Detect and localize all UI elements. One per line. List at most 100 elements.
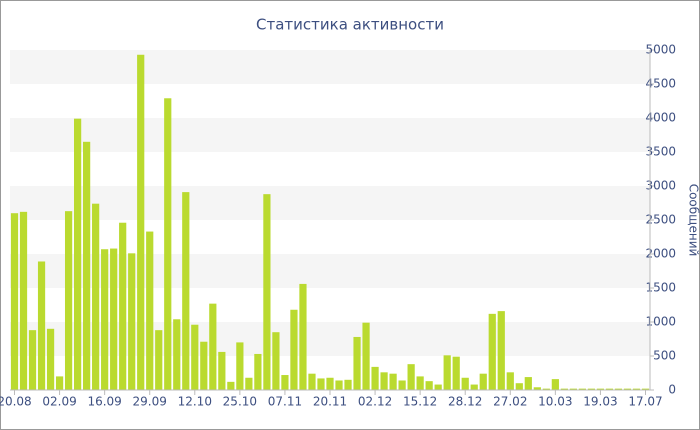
- bar: [416, 376, 424, 390]
- x-tick-label: 02.09: [42, 395, 76, 409]
- bar: [236, 342, 244, 390]
- bar: [317, 378, 325, 390]
- x-tick-label: 20.08: [0, 395, 32, 409]
- bar: [497, 311, 505, 390]
- bar: [479, 373, 487, 390]
- bar: [569, 388, 577, 390]
- y-axis-label: Сообщений: [687, 184, 700, 257]
- bar: [209, 303, 217, 390]
- bar: [524, 377, 532, 390]
- x-tick-label: 16.09: [87, 395, 121, 409]
- x-tick-label: 29.09: [133, 395, 167, 409]
- x-tick-label: 15.12: [403, 395, 437, 409]
- bar: [389, 373, 397, 390]
- bar: [560, 388, 568, 390]
- bar: [290, 309, 298, 390]
- bar: [515, 383, 523, 390]
- x-tick-label: 02.12: [358, 395, 392, 409]
- bar: [227, 381, 235, 390]
- bar: [470, 384, 478, 390]
- chart-title: Статистика активности: [256, 16, 444, 34]
- bar: [92, 203, 100, 390]
- bar: [164, 98, 172, 390]
- bar: [74, 118, 82, 391]
- x-tick-label: 20.11: [313, 395, 347, 409]
- bar: [605, 388, 614, 390]
- x-tick-label: 12.10: [178, 395, 212, 409]
- bar: [155, 330, 163, 390]
- bar: [64, 211, 73, 390]
- bar: [272, 332, 280, 390]
- grid-band: [10, 50, 650, 84]
- bar: [128, 253, 136, 390]
- bar: [55, 376, 64, 390]
- bar: [281, 375, 289, 390]
- bar: [173, 319, 181, 390]
- bar: [19, 211, 28, 390]
- bar: [632, 388, 641, 390]
- y-tick-label: 4500: [645, 77, 676, 91]
- x-tick-label: 10.03: [538, 395, 572, 409]
- bar: [506, 372, 514, 390]
- bar: [452, 356, 460, 390]
- bar: [425, 381, 433, 390]
- bar: [461, 377, 469, 390]
- x-tick-label: 25.10: [223, 395, 257, 409]
- y-tick-label: 3500: [645, 145, 676, 159]
- bar: [28, 330, 37, 390]
- bar: [434, 384, 442, 390]
- bar: [587, 388, 596, 390]
- y-tick-label: 3000: [645, 179, 676, 193]
- bar: [146, 231, 154, 390]
- bar: [533, 387, 541, 390]
- bar: [623, 388, 632, 390]
- bar: [326, 377, 334, 390]
- bar: [46, 328, 55, 390]
- bar: [596, 388, 605, 390]
- bar: [119, 222, 127, 390]
- bar: [191, 324, 199, 390]
- y-tick-label: 2000: [645, 247, 676, 261]
- bar: [83, 141, 91, 390]
- bar: [101, 249, 109, 390]
- bar: [551, 379, 559, 390]
- bar: [542, 388, 550, 390]
- y-tick-label: 2500: [645, 213, 676, 227]
- bar: [37, 261, 46, 390]
- bar: [614, 388, 623, 390]
- bar: [110, 248, 118, 390]
- bar: [344, 379, 352, 390]
- x-tick-label: 19.03: [583, 395, 617, 409]
- x-tick-label: 27.02: [493, 395, 527, 409]
- y-tick-label: 4000: [645, 111, 676, 125]
- bar: [263, 194, 271, 390]
- bar: [254, 353, 262, 390]
- x-tick-label: 07.11: [268, 395, 302, 409]
- bar: [299, 283, 307, 390]
- bar: [380, 372, 388, 390]
- x-tick-label: 28.12: [448, 395, 482, 409]
- bar: [200, 341, 208, 390]
- grid-band: [10, 118, 650, 152]
- bar: [218, 351, 226, 390]
- bar: [308, 373, 316, 390]
- bar: [362, 322, 370, 390]
- x-tick-label: 17.07: [628, 395, 662, 409]
- bar: [398, 380, 406, 390]
- bar: [10, 213, 19, 390]
- bar: [641, 388, 650, 390]
- bar: [245, 377, 253, 390]
- y-tick-label: 1500: [645, 281, 676, 295]
- bar: [407, 364, 415, 390]
- y-tick-label: 500: [653, 349, 676, 363]
- bar: [488, 313, 496, 390]
- y-tick-label: 1000: [645, 315, 676, 329]
- bar: [443, 355, 451, 390]
- bar: [335, 380, 343, 390]
- bar: [137, 54, 145, 390]
- y-tick-label: 0: [668, 383, 676, 397]
- bar: [578, 388, 586, 390]
- grid-band: [10, 186, 650, 220]
